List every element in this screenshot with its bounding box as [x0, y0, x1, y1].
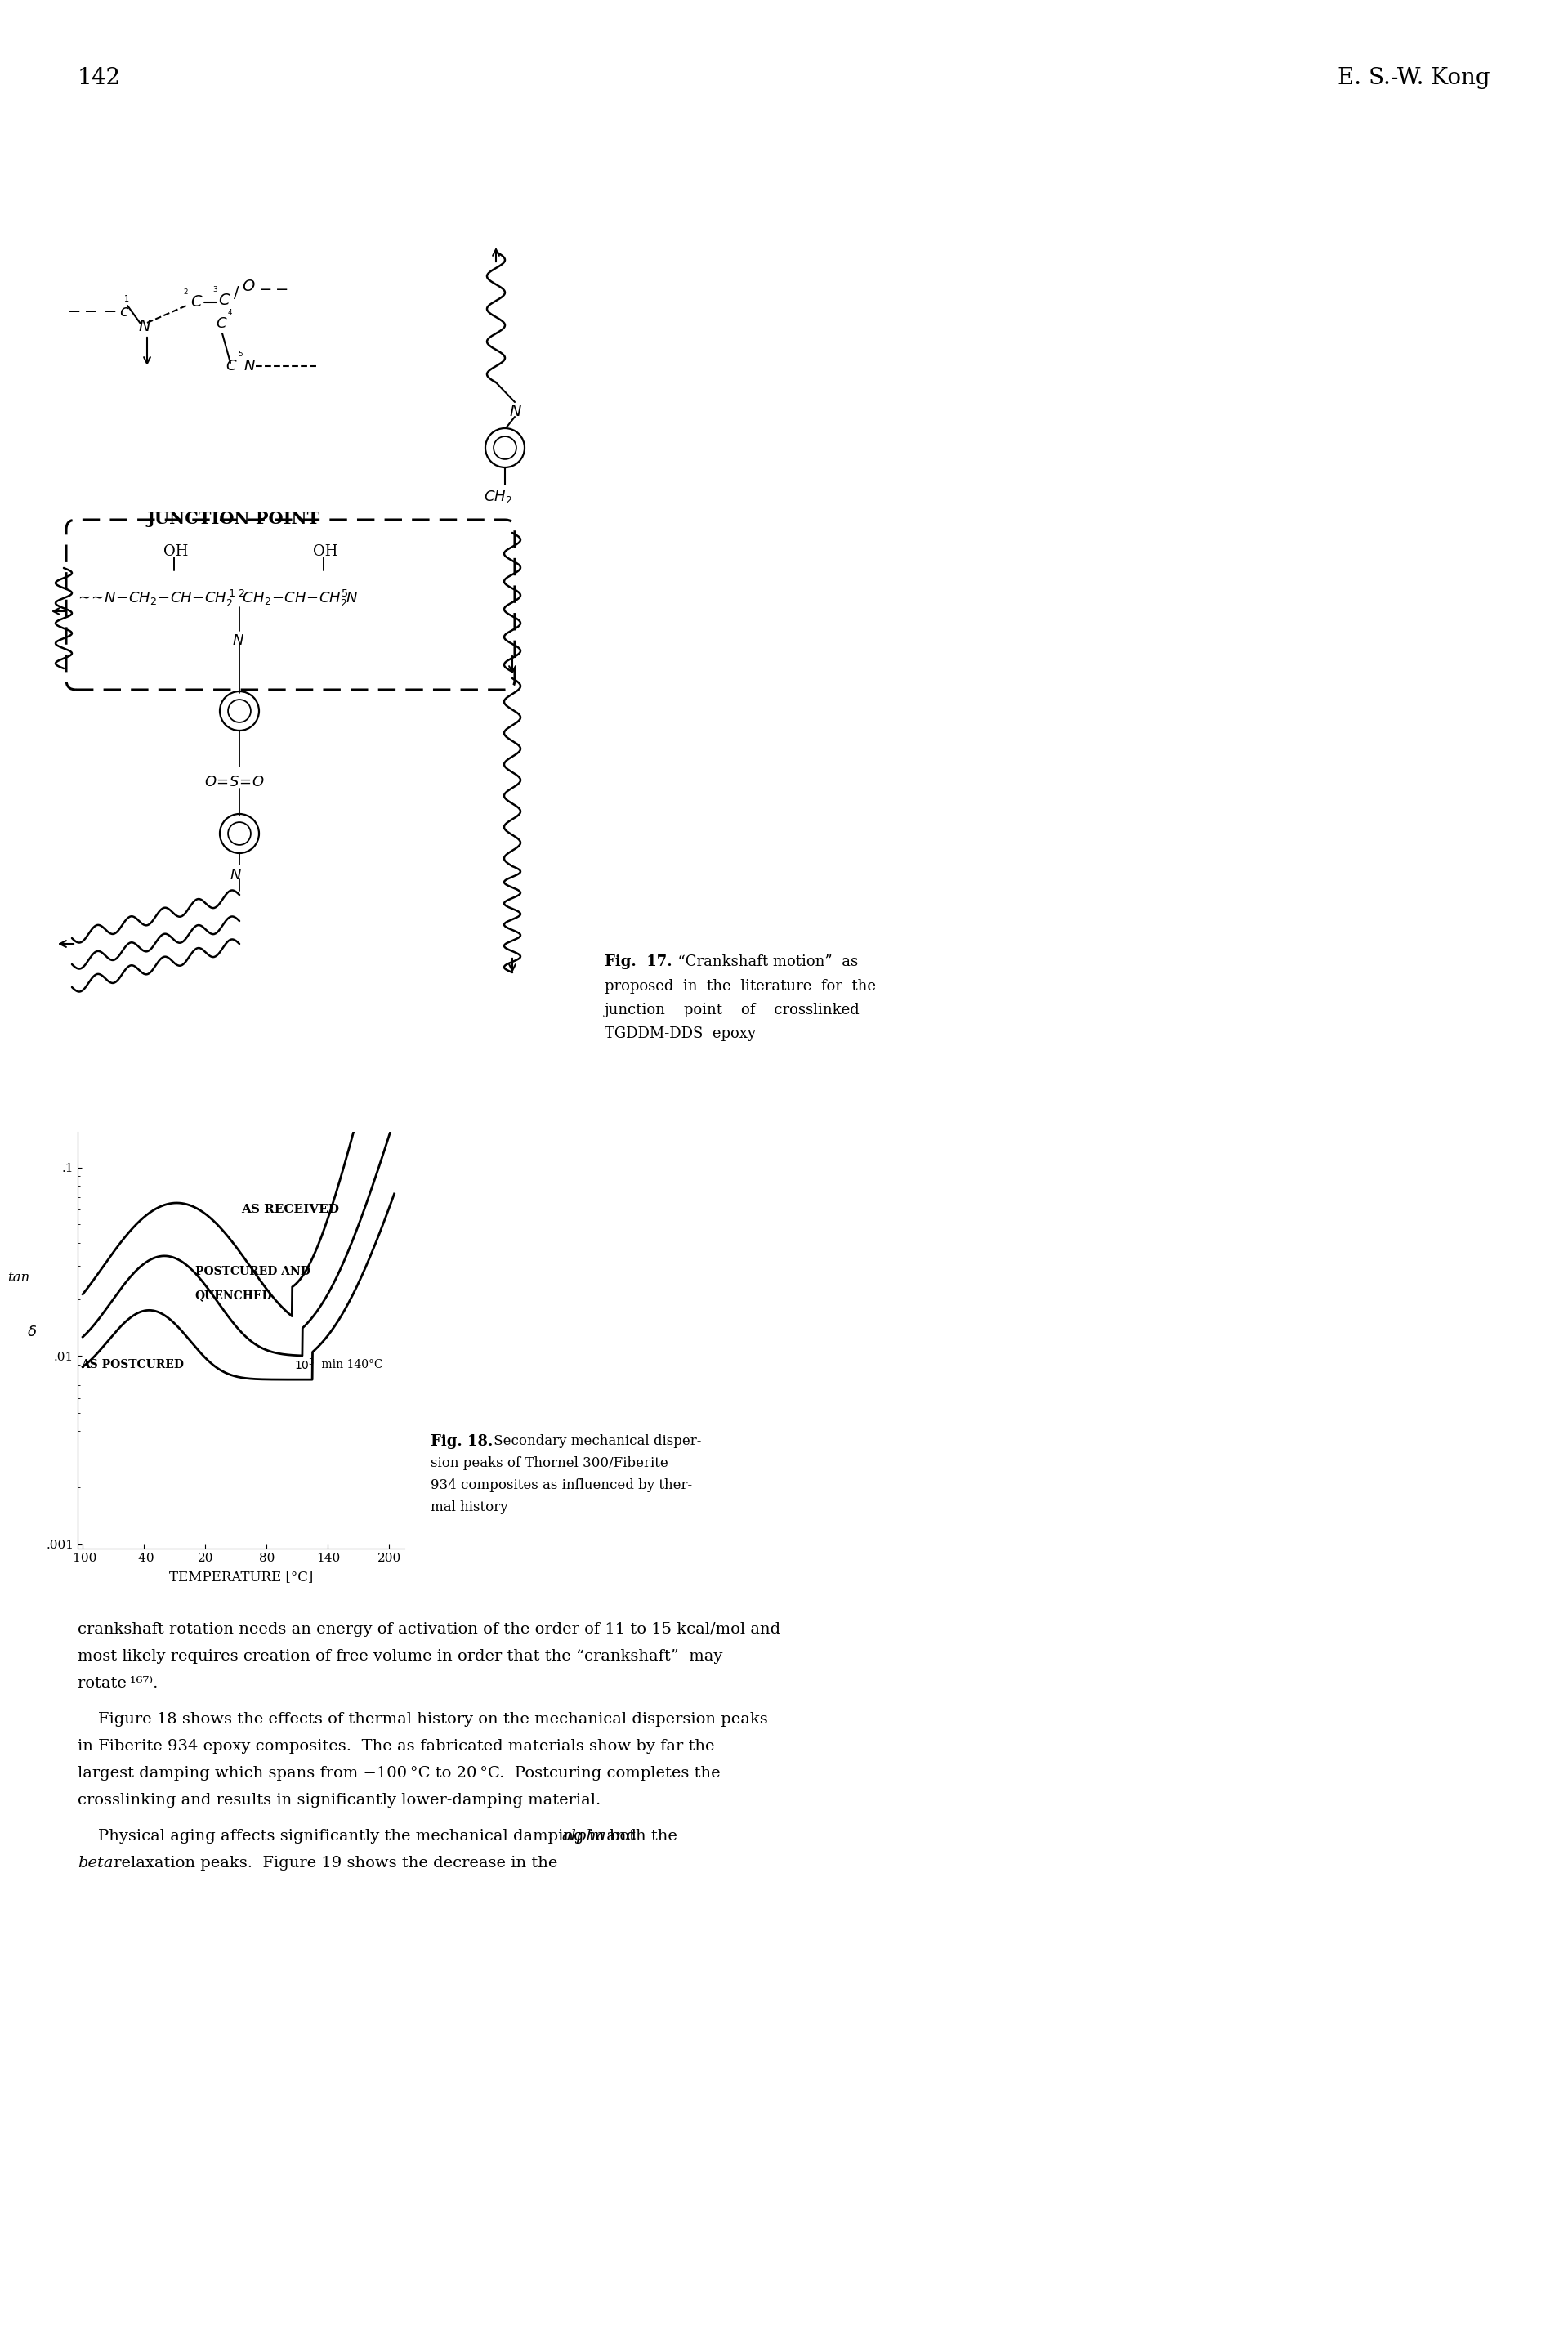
Text: $10^3$: $10^3$: [295, 1358, 315, 1372]
Text: OH: OH: [163, 545, 188, 559]
Text: sion peaks of Thornel 300/Fiberite: sion peaks of Thornel 300/Fiberite: [431, 1456, 668, 1470]
Text: tan: tan: [8, 1272, 30, 1286]
Text: crosslinking and results in significantly lower-damping material.: crosslinking and results in significantl…: [78, 1793, 601, 1807]
Text: crankshaft rotation needs an energy of activation of the order of 11 to 15 kcal/: crankshaft rotation needs an energy of a…: [78, 1621, 781, 1637]
Text: $\sim\!\!\sim\!N\!-\!CH_2\!-\!CH\!-\!CH_2^{\,1}\,^{2}\!CH_2\!-\!CH\!-\!CH_2^5\!N: $\sim\!\!\sim\!N\!-\!CH_2\!-\!CH\!-\!CH_…: [75, 587, 358, 608]
Text: $C$: $C$: [226, 359, 237, 373]
Text: $C$: $C$: [218, 293, 230, 307]
Text: $^3$: $^3$: [212, 286, 218, 298]
Text: $C$: $C$: [216, 317, 227, 331]
Text: $N$: $N$: [243, 359, 256, 373]
Text: $CH_2$: $CH_2$: [483, 489, 513, 505]
Text: E. S.-W. Kong: E. S.-W. Kong: [1338, 68, 1490, 89]
Text: largest damping which spans from −100 °C to 20 °C.  Postcuring completes the: largest damping which spans from −100 °C…: [78, 1765, 720, 1782]
Text: “Crankshaft motion”  as: “Crankshaft motion” as: [668, 955, 858, 969]
Text: $O\!=\!S\!=\!O$: $O\!=\!S\!=\!O$: [204, 776, 265, 790]
Text: $--$: $--$: [259, 282, 289, 296]
Text: Fig. 18.: Fig. 18.: [431, 1435, 492, 1449]
Text: Fig.  17.: Fig. 17.: [605, 955, 673, 969]
Text: most likely requires creation of free volume in order that the “crankshaft”  may: most likely requires creation of free vo…: [78, 1649, 723, 1663]
Text: mal history: mal history: [431, 1500, 508, 1514]
Text: AS POSTCURED: AS POSTCURED: [80, 1358, 183, 1369]
Text: and: and: [601, 1828, 637, 1845]
Text: $N$: $N$: [138, 319, 151, 335]
Text: AS RECEIVED: AS RECEIVED: [241, 1204, 339, 1216]
Text: $C$: $C$: [190, 296, 204, 310]
Text: $N$: $N$: [510, 405, 522, 419]
Text: $O$: $O$: [241, 279, 256, 293]
Text: in Fiberite 934 epoxy composites.  The as-fabricated materials show by far the: in Fiberite 934 epoxy composites. The as…: [78, 1740, 715, 1754]
Text: relaxation peaks.  Figure 19 shows the decrease in the: relaxation peaks. Figure 19 shows the de…: [108, 1856, 563, 1870]
Text: min 140°C: min 140°C: [318, 1358, 383, 1369]
Text: OH: OH: [314, 545, 337, 559]
Text: $^2$: $^2$: [183, 289, 188, 300]
Text: Physical aging affects significantly the mechanical damping in both the: Physical aging affects significantly the…: [78, 1828, 682, 1845]
Text: alpha: alpha: [561, 1828, 607, 1845]
Text: $^5$: $^5$: [238, 352, 243, 361]
X-axis label: TEMPERATURE [°C]: TEMPERATURE [°C]: [169, 1570, 314, 1584]
Text: QUENCHED: QUENCHED: [194, 1290, 273, 1302]
Text: $\delta$: $\delta$: [27, 1325, 36, 1339]
Text: $^4$: $^4$: [227, 310, 234, 319]
Text: beta: beta: [78, 1856, 113, 1870]
Text: junction    point    of    crosslinked: junction point of crosslinked: [605, 1004, 861, 1018]
Text: rotate ¹⁶⁷⁾.: rotate ¹⁶⁷⁾.: [78, 1677, 158, 1691]
Text: 142: 142: [78, 68, 121, 89]
Text: proposed  in  the  literature  for  the: proposed in the literature for the: [605, 978, 877, 994]
Text: $/$: $/$: [234, 284, 240, 300]
Text: Figure 18 shows the effects of thermal history on the mechanical dispersion peak: Figure 18 shows the effects of thermal h…: [78, 1712, 768, 1726]
Text: $---c$: $---c$: [67, 305, 130, 319]
Text: $N$: $N$: [232, 633, 245, 647]
Text: $N$: $N$: [229, 869, 241, 883]
Text: Secondary mechanical disper-: Secondary mechanical disper-: [489, 1435, 701, 1449]
Text: $^1$: $^1$: [124, 296, 130, 307]
Text: TGDDM-DDS  epoxy: TGDDM-DDS epoxy: [605, 1027, 756, 1041]
Text: 934 composites as influenced by ther-: 934 composites as influenced by ther-: [431, 1479, 691, 1493]
Text: POSTCURED AND: POSTCURED AND: [194, 1267, 310, 1279]
Text: JUNCTION POINT: JUNCTION POINT: [147, 510, 320, 526]
